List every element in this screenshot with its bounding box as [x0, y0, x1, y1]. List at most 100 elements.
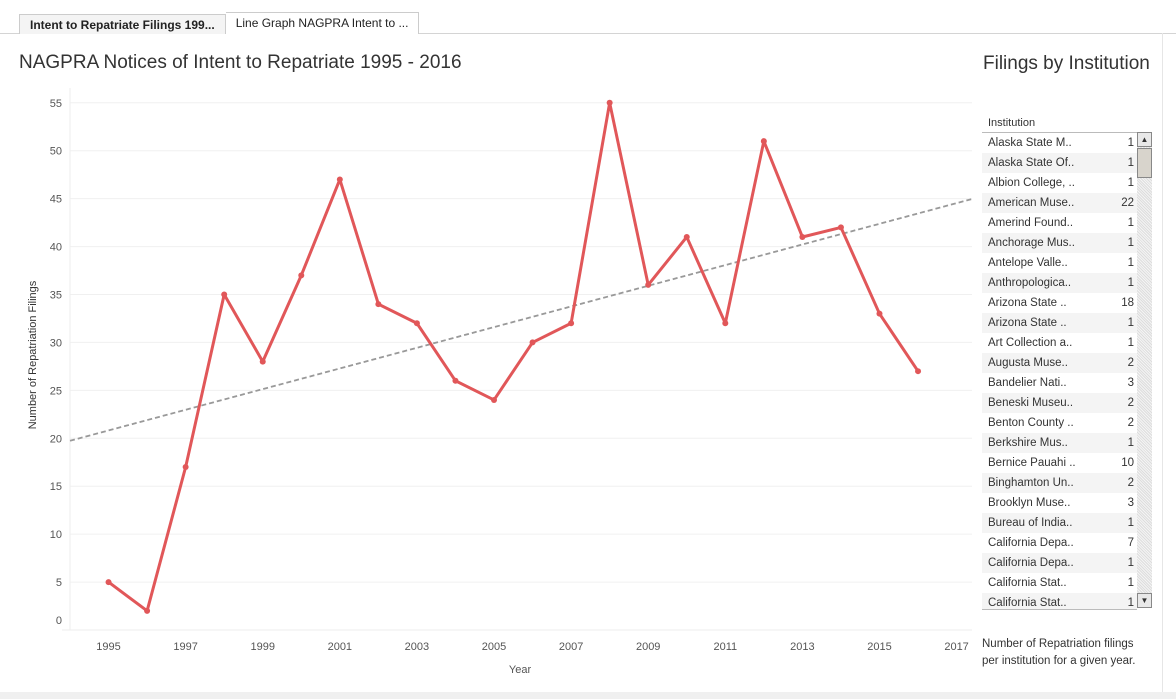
x-tick-label: 1997 [173, 641, 197, 653]
table-row[interactable]: Antelope Valle.. 1 [982, 253, 1137, 273]
table-row[interactable]: California Stat.. 1 [982, 573, 1137, 593]
scroll-thumb[interactable] [1137, 148, 1152, 178]
table-row[interactable]: Albion College, .. 1 [982, 173, 1137, 193]
filing-count: 1 [1127, 177, 1134, 189]
table-row[interactable]: Brooklyn Muse.. 3 [982, 493, 1137, 513]
table-row[interactable]: Beneski Museu.. 2 [982, 393, 1137, 413]
institution-name: Beneski Museu.. [988, 397, 1074, 409]
data-point [375, 301, 382, 308]
table-row[interactable]: Bernice Pauahi .. 10 [982, 453, 1137, 473]
x-tick-label: 2015 [867, 641, 891, 653]
institution-name: Binghamton Un.. [988, 477, 1074, 489]
filing-count: 7 [1127, 537, 1134, 549]
chart-title: NAGPRA Notices of Intent to Repatriate 1… [19, 52, 462, 73]
y-tick-label: 5 [56, 577, 62, 589]
institution-name: Albion College, .. [988, 177, 1075, 189]
institution-name: American Muse.. [988, 197, 1075, 209]
filing-count: 1 [1127, 137, 1134, 149]
filing-count: 3 [1127, 497, 1134, 509]
data-point [491, 396, 498, 403]
table-row[interactable]: Bandelier Nati.. 3 [982, 373, 1137, 393]
table-row[interactable]: Binghamton Un.. 2 [982, 473, 1137, 493]
filing-count: 18 [1121, 297, 1134, 309]
scrollbar[interactable]: ▲ ▼ [1137, 132, 1152, 608]
institution-name: Berkshire Mus.. [988, 437, 1068, 449]
table-row[interactable]: Arizona State .. 1 [982, 313, 1137, 333]
y-tick-label: 15 [50, 481, 62, 493]
x-tick-label: 2005 [482, 641, 506, 653]
filing-count: 1 [1127, 237, 1134, 249]
data-point [259, 358, 266, 365]
filing-count: 1 [1127, 257, 1134, 269]
data-point [298, 272, 305, 279]
data-point [529, 339, 536, 346]
institution-name: California Depa.. [988, 537, 1074, 549]
table-row[interactable]: Arizona State .. 18 [982, 293, 1137, 313]
data-point [799, 233, 806, 240]
institution-name: Bandelier Nati.. [988, 377, 1067, 389]
y-tick-label: 45 [50, 194, 62, 206]
table-row[interactable]: Bureau of India.. 1 [982, 513, 1137, 533]
filing-count: 2 [1127, 357, 1134, 369]
table-row[interactable]: Alaska State M.. 1 [982, 133, 1137, 153]
y-tick-label: 50 [50, 146, 62, 158]
data-point [722, 320, 729, 327]
y-tick-label: 20 [50, 433, 62, 445]
table-row[interactable]: American Muse.. 22 [982, 193, 1137, 213]
x-tick-label: 2007 [559, 641, 583, 653]
data-point [837, 224, 844, 231]
institution-name: California Stat.. [988, 597, 1067, 609]
line-chart: 0 5 10 15 20 25 30 35 40 45 50 55 1995 1997 1999 2001 20… [27, 88, 973, 676]
table-row[interactable]: Art Collection a.. 1 [982, 333, 1137, 353]
column-header-institution[interactable]: Institution [988, 117, 1036, 129]
table-row[interactable]: California Stat.. 1 [982, 593, 1137, 609]
y-tick-label: 40 [50, 242, 62, 254]
x-tick-label: 2009 [636, 641, 660, 653]
tab-line-graph[interactable]: Line Graph NAGPRA Intent to ... [225, 12, 420, 34]
x-tick-label: 2003 [405, 641, 429, 653]
table-row[interactable]: California Depa.. 1 [982, 553, 1137, 573]
data-point [182, 464, 189, 471]
institution-name: Art Collection a.. [988, 337, 1073, 349]
y-tick-label: 10 [50, 529, 62, 541]
table-row[interactable]: Anchorage Mus.. 1 [982, 233, 1137, 253]
institution-name: Anthropologica.. [988, 277, 1072, 289]
y-axis-title: Number of Repatriation Filings [27, 280, 39, 429]
scroll-down-icon[interactable]: ▼ [1137, 593, 1152, 608]
table-row[interactable]: Benton County .. 2 [982, 413, 1137, 433]
tab-row: Intent to Repatriate Filings 199... Line… [19, 12, 420, 34]
x-tick-label: 2013 [790, 641, 814, 653]
trend-line [69, 198, 973, 442]
filing-count: 1 [1127, 277, 1134, 289]
scroll-up-icon[interactable]: ▲ [1137, 132, 1152, 147]
filing-count: 1 [1127, 157, 1134, 169]
institution-name: Alaska State M.. [988, 137, 1072, 149]
table-row[interactable]: Berkshire Mus.. 1 [982, 433, 1137, 453]
panel-caption: Number of Repatriation filings per insti… [982, 638, 1136, 667]
institution-name: California Stat.. [988, 577, 1067, 589]
y-tick-label: 0 [56, 615, 62, 627]
institution-name: Bureau of India.. [988, 517, 1073, 529]
data-point [645, 281, 652, 288]
data-point [336, 176, 343, 183]
institution-name: Bernice Pauahi .. [988, 457, 1076, 469]
filing-count: 1 [1127, 437, 1134, 449]
x-tick-label: 2017 [944, 641, 968, 653]
filing-count: 1 [1127, 217, 1134, 229]
table-row[interactable]: Alaska State Of.. 1 [982, 153, 1137, 173]
table-row[interactable]: Augusta Muse.. 2 [982, 353, 1137, 373]
table-row[interactable]: California Depa.. 7 [982, 533, 1137, 553]
data-point [413, 320, 420, 327]
x-tick-label: 1995 [96, 641, 120, 653]
tab-filings[interactable]: Intent to Repatriate Filings 199... [19, 14, 226, 34]
table-row[interactable]: Anthropologica.. 1 [982, 273, 1137, 293]
institution-name: Antelope Valle.. [988, 257, 1068, 269]
divider [1162, 33, 1163, 693]
institution-name: Brooklyn Muse.. [988, 497, 1071, 509]
table-row[interactable]: Amerind Found.. 1 [982, 213, 1137, 233]
filing-count: 10 [1121, 457, 1134, 469]
filing-count: 22 [1121, 197, 1134, 209]
data-point [105, 579, 112, 586]
filing-count: 1 [1127, 317, 1134, 329]
x-tick-label: 2001 [328, 641, 352, 653]
